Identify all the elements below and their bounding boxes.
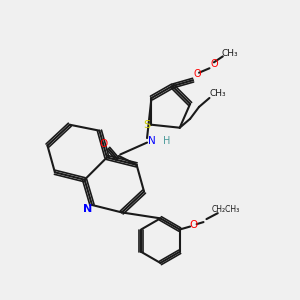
Text: CH₃: CH₃ [222, 49, 238, 58]
Text: O: O [210, 59, 218, 69]
Text: O: O [190, 220, 198, 230]
Text: N: N [83, 204, 92, 214]
Text: O: O [100, 139, 108, 149]
Text: CH₂CH₃: CH₂CH₃ [212, 205, 240, 214]
Text: N: N [148, 136, 155, 146]
Text: S: S [143, 120, 151, 130]
Text: O: O [194, 69, 201, 79]
Text: H: H [163, 136, 170, 146]
Text: CH₃: CH₃ [209, 89, 226, 98]
